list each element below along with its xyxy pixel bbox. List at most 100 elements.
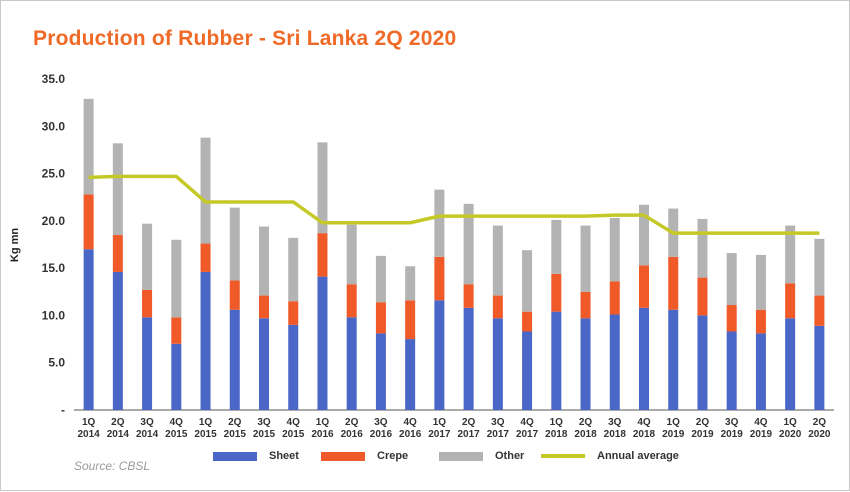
- bar-crepe: [288, 301, 299, 325]
- bar-other: [346, 224, 357, 285]
- bar-sheet: [785, 318, 796, 410]
- x-tick-year: 2016: [311, 429, 334, 440]
- bar-sheet: [697, 315, 708, 410]
- x-tick-quarter: 2Q: [228, 417, 242, 428]
- chart-title: Production of Rubber - Sri Lanka 2Q 2020: [33, 27, 457, 50]
- bar-sheet: [288, 324, 299, 410]
- bar-crepe: [726, 305, 737, 332]
- x-tick-year: 2018: [633, 429, 656, 440]
- bar-sheet: [434, 300, 445, 410]
- x-tick-quarter: 1Q: [783, 417, 797, 428]
- bar-other: [551, 219, 562, 274]
- x-tick-year: 2017: [487, 429, 510, 440]
- source-note: Source: CBSL: [74, 459, 151, 473]
- bar-other: [112, 143, 123, 236]
- bar-sheet: [580, 318, 591, 410]
- bar-other: [726, 253, 737, 306]
- x-tick-quarter: 2Q: [579, 417, 593, 428]
- x-tick-year: 2019: [750, 429, 773, 440]
- x-tick-quarter: 4Q: [637, 417, 651, 428]
- x-tick-quarter: 4Q: [287, 417, 301, 428]
- bar-crepe: [697, 277, 708, 316]
- bar-other: [259, 226, 269, 296]
- bar-sheet: [405, 339, 416, 410]
- bar-crepe: [609, 281, 620, 315]
- bar-other: [142, 223, 153, 290]
- x-tick-quarter: 1Q: [199, 417, 213, 428]
- bar-crepe: [346, 284, 357, 318]
- y-tick-label: 10.0: [42, 308, 66, 322]
- bar-crepe: [814, 295, 825, 326]
- x-tick-year: 2018: [574, 429, 597, 440]
- bar-other: [288, 237, 299, 302]
- bar-sheet: [229, 309, 240, 410]
- x-tick-year: 2015: [194, 429, 217, 440]
- bar-sheet: [317, 276, 328, 410]
- bar-crepe: [785, 283, 796, 319]
- x-tick-quarter: 3Q: [140, 417, 154, 428]
- x-tick-quarter: 4Q: [520, 417, 534, 428]
- x-tick-quarter: 3Q: [608, 417, 622, 428]
- x-tick-quarter: 3Q: [491, 417, 505, 428]
- bar-sheet: [726, 331, 737, 410]
- bar-crepe: [142, 289, 153, 318]
- x-tick-quarter: 4Q: [754, 417, 768, 428]
- legend-label: Other: [495, 450, 525, 462]
- x-tick-quarter: 1Q: [82, 417, 96, 428]
- bar-other: [405, 266, 416, 301]
- legend-label: Sheet: [269, 450, 299, 462]
- x-tick-year: 2014: [107, 429, 130, 440]
- x-tick-year: 2015: [165, 429, 188, 440]
- x-tick-year: 2016: [341, 429, 364, 440]
- legend-item-annual_average: Annual average: [541, 446, 679, 466]
- legend-item-other: Other: [439, 446, 524, 466]
- bar-sheet: [83, 249, 94, 410]
- bar-sheet: [375, 333, 386, 410]
- bar-crepe: [434, 256, 445, 301]
- y-axis-label: Kg mn: [9, 228, 21, 263]
- bar-sheet: [142, 317, 153, 410]
- x-tick-year: 2018: [604, 429, 627, 440]
- bar-other: [609, 218, 620, 282]
- bar-crepe: [463, 284, 474, 308]
- legend-item-sheet: Sheet: [213, 446, 299, 466]
- x-tick-quarter: 2Q: [813, 417, 827, 428]
- y-tick-label: 20.0: [42, 214, 66, 228]
- x-tick-quarter: 1Q: [550, 417, 564, 428]
- y-tick-label: 15.0: [42, 261, 66, 275]
- y-tick-label: 25.0: [42, 167, 66, 181]
- x-tick-year: 2018: [545, 429, 568, 440]
- bar-other: [814, 238, 825, 296]
- legend-swatch-crepe: [321, 451, 365, 461]
- x-tick-year: 2014: [136, 429, 159, 440]
- bar-other: [697, 218, 708, 278]
- x-tick-year: 2014: [77, 429, 100, 440]
- chart-legend: Sheet Crepe Other Annual average: [1, 446, 850, 466]
- x-tick-year: 2017: [457, 429, 480, 440]
- x-tick-year: 2016: [370, 429, 393, 440]
- bar-sheet: [112, 271, 123, 410]
- bar-sheet: [346, 317, 357, 410]
- bar-crepe: [259, 295, 269, 319]
- legend-swatch-annual_average: [541, 454, 585, 458]
- bar-crepe: [580, 291, 591, 319]
- bar-crepe: [639, 265, 649, 308]
- y-tick-label: 30.0: [42, 119, 66, 133]
- legend-item-crepe: Crepe: [321, 446, 408, 466]
- bar-crepe: [405, 300, 416, 340]
- bar-sheet: [814, 325, 825, 410]
- x-tick-year: 2015: [253, 429, 276, 440]
- x-tick-quarter: 4Q: [403, 417, 417, 428]
- bar-crepe: [551, 273, 562, 312]
- bar-sheet: [259, 318, 269, 410]
- bar-crepe: [492, 295, 503, 319]
- legend-label: Annual average: [597, 450, 679, 462]
- bar-other: [229, 207, 240, 281]
- x-tick-year: 2017: [428, 429, 451, 440]
- legend-swatch-other: [439, 451, 483, 461]
- x-tick-year: 2019: [662, 429, 685, 440]
- bar-crepe: [83, 194, 94, 250]
- y-tick-label: 5.0: [48, 356, 65, 370]
